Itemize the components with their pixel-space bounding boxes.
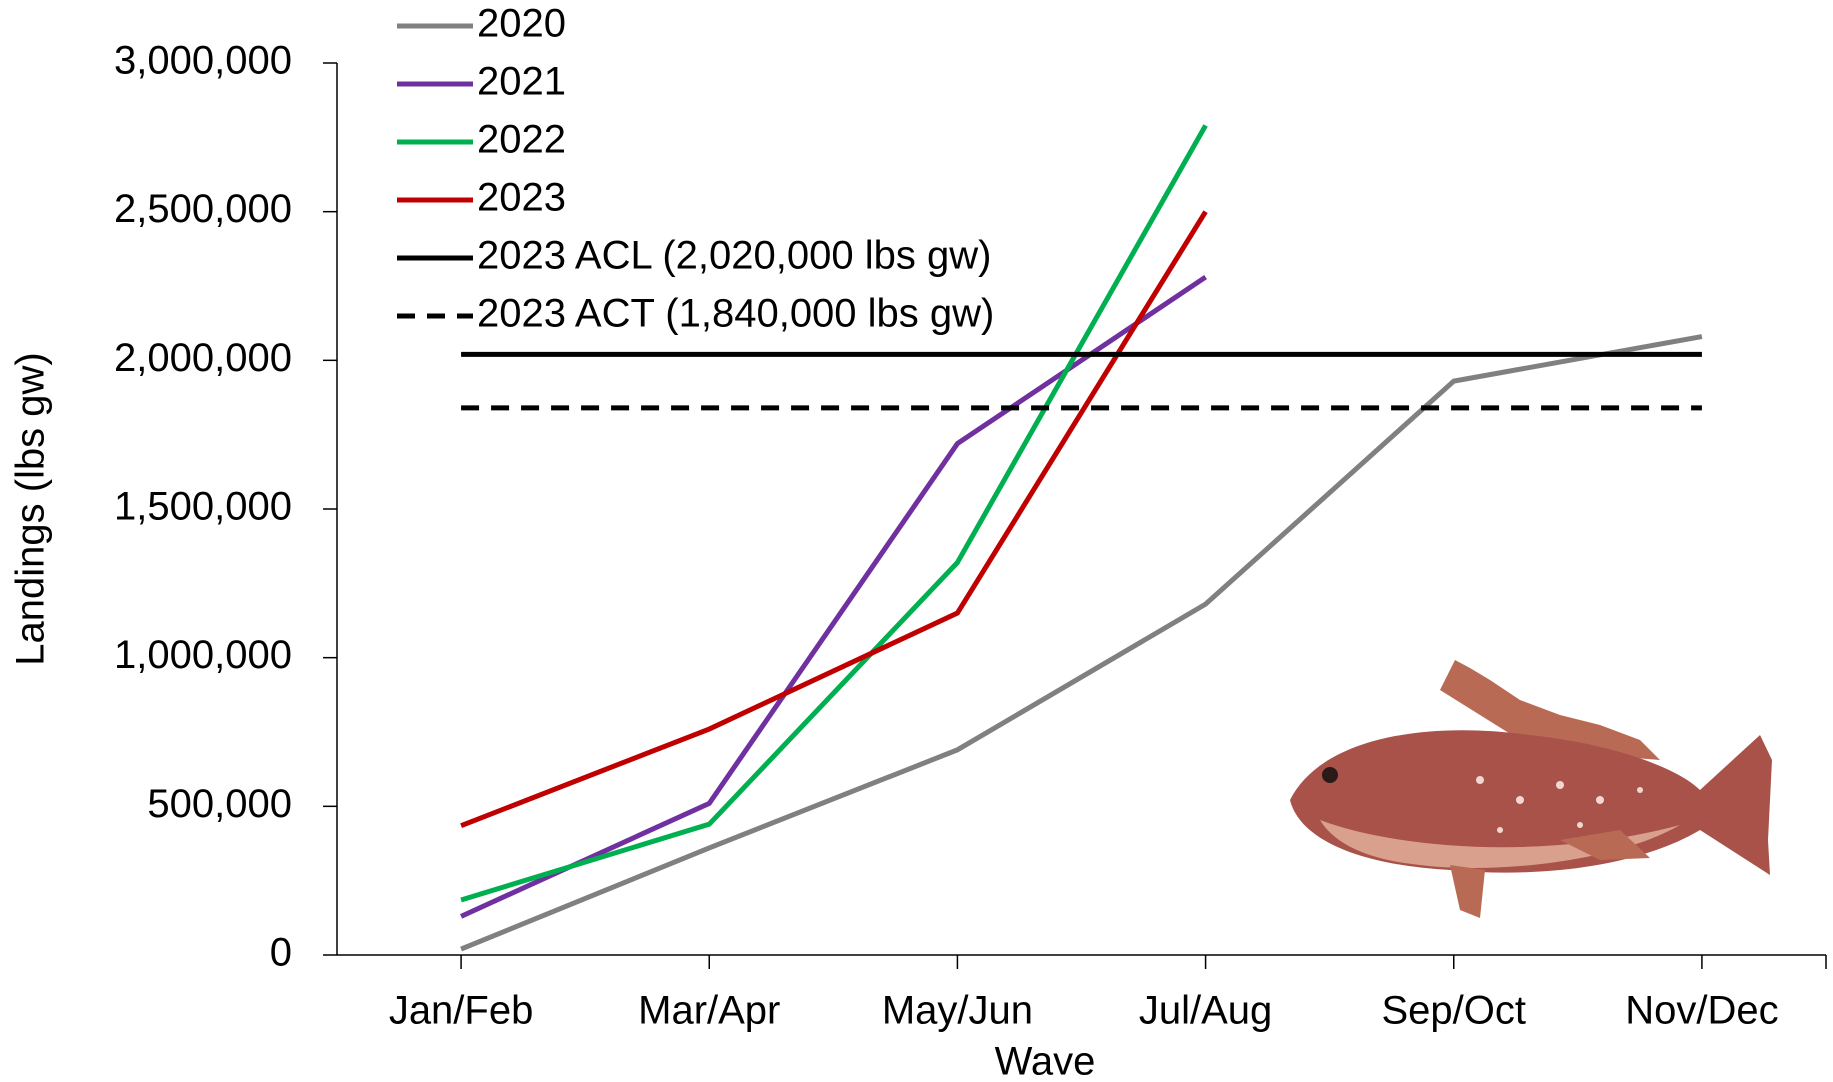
x-tick-label: Sep/Oct: [1381, 989, 1526, 1033]
legend-label: 2020: [477, 2, 566, 46]
x-axis-title: Wave: [995, 1040, 1096, 1082]
series-line: [460, 124, 1208, 903]
y-tick-label: 500,000: [147, 782, 292, 826]
legend-label: 2023 ACL (2,020,000 lbs gw): [477, 234, 991, 278]
y-tick-label: 2,000,000: [114, 336, 292, 380]
y-axis-title: Landings (lbs gw): [9, 352, 53, 666]
x-tick-label: Nov/Dec: [1625, 989, 1778, 1033]
y-tick-label: 1,000,000: [114, 633, 292, 677]
fish-illustration: [1290, 660, 1772, 918]
legend-label: 2023 ACT (1,840,000 lbs gw): [477, 292, 994, 336]
y-tick-label: 0: [270, 931, 292, 975]
series-line: [460, 210, 1208, 828]
x-tick-label: May/Jun: [882, 989, 1033, 1033]
legend-label: 2023: [477, 176, 566, 220]
x-tick-label: Jul/Aug: [1139, 989, 1272, 1033]
y-tick-label: 1,500,000: [114, 485, 292, 529]
x-tick-label: Mar/Apr: [638, 989, 780, 1033]
series-line: [460, 275, 1207, 919]
y-tick-label: 2,500,000: [114, 187, 292, 231]
x-tick-label: Jan/Feb: [389, 989, 534, 1033]
legend-label: 2021: [477, 60, 566, 104]
series-line: [460, 334, 1703, 952]
legend-label: 2022: [477, 118, 566, 162]
y-tick-label: 3,000,000: [114, 39, 292, 83]
